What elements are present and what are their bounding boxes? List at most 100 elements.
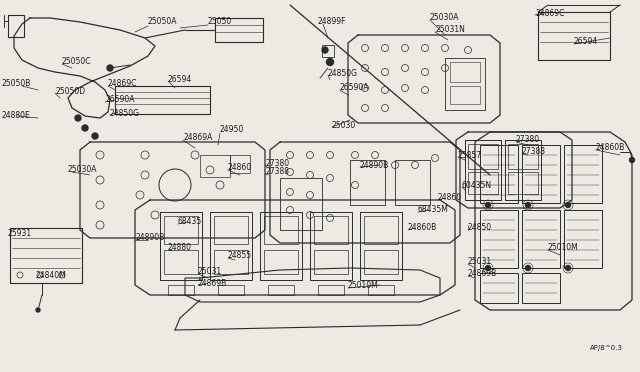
- Text: 25030A: 25030A: [430, 13, 460, 22]
- Text: 25857: 25857: [458, 151, 482, 160]
- Bar: [318, 285, 344, 295]
- Text: 24869A: 24869A: [183, 134, 212, 142]
- Bar: [480, 210, 518, 268]
- Text: 27388: 27388: [522, 148, 546, 157]
- Text: 25031: 25031: [468, 257, 492, 266]
- Circle shape: [36, 308, 40, 312]
- Bar: [160, 212, 202, 280]
- Text: 24860: 24860: [438, 193, 462, 202]
- Text: 25050A: 25050A: [148, 17, 177, 26]
- Bar: [310, 212, 352, 280]
- Circle shape: [107, 65, 113, 71]
- Text: 24950: 24950: [220, 125, 244, 135]
- Circle shape: [75, 115, 81, 121]
- Bar: [314, 250, 348, 274]
- Bar: [538, 12, 610, 60]
- Text: 60435N: 60435N: [462, 180, 492, 189]
- Text: 27388: 27388: [265, 167, 289, 176]
- Bar: [480, 273, 518, 303]
- Text: 24899F: 24899F: [318, 17, 346, 26]
- Text: 68435: 68435: [178, 218, 202, 227]
- Text: 24850: 24850: [468, 224, 492, 232]
- Bar: [264, 216, 298, 244]
- Text: 25050: 25050: [208, 17, 232, 26]
- Bar: [522, 145, 560, 203]
- Bar: [450, 86, 480, 104]
- Circle shape: [82, 125, 88, 131]
- Bar: [215, 18, 263, 42]
- Bar: [364, 250, 398, 274]
- Text: 25031: 25031: [198, 267, 222, 276]
- Bar: [200, 155, 230, 177]
- Bar: [164, 250, 198, 274]
- Bar: [8, 15, 24, 37]
- Bar: [322, 45, 334, 57]
- Text: 24840M: 24840M: [35, 270, 66, 279]
- Bar: [522, 210, 560, 268]
- Text: 24855: 24855: [228, 251, 252, 260]
- Text: 25010M: 25010M: [348, 280, 379, 289]
- Text: 24869C: 24869C: [108, 80, 138, 89]
- Text: 24850G: 24850G: [110, 109, 140, 118]
- Text: 24869C: 24869C: [535, 9, 564, 17]
- Bar: [115, 86, 210, 114]
- Bar: [465, 140, 501, 200]
- Text: 25031N: 25031N: [435, 26, 465, 35]
- Bar: [214, 216, 248, 244]
- Text: 24860: 24860: [228, 164, 252, 173]
- Text: 25030: 25030: [332, 121, 356, 129]
- Circle shape: [486, 202, 490, 208]
- Text: 24880: 24880: [168, 244, 192, 253]
- Text: 24869B: 24869B: [198, 279, 227, 288]
- Bar: [264, 250, 298, 274]
- Bar: [508, 144, 538, 169]
- Text: 27380: 27380: [265, 158, 289, 167]
- Bar: [468, 144, 498, 169]
- Bar: [445, 58, 485, 110]
- Text: 26594: 26594: [168, 74, 192, 83]
- Text: 25050C: 25050C: [62, 58, 92, 67]
- Bar: [360, 212, 402, 280]
- Text: 24890B: 24890B: [360, 160, 389, 170]
- Text: 24869B: 24869B: [468, 269, 497, 279]
- Bar: [218, 285, 244, 295]
- Bar: [450, 62, 480, 82]
- Bar: [210, 212, 252, 280]
- Text: 25050B: 25050B: [2, 80, 31, 89]
- Bar: [368, 285, 394, 295]
- Circle shape: [486, 266, 490, 270]
- Text: 24890B: 24890B: [135, 234, 164, 243]
- Bar: [505, 140, 541, 200]
- Circle shape: [630, 157, 634, 163]
- Bar: [168, 285, 194, 295]
- Circle shape: [566, 266, 570, 270]
- Circle shape: [525, 266, 531, 270]
- Text: AP/8^0.3: AP/8^0.3: [590, 345, 623, 351]
- Bar: [10, 228, 82, 283]
- Bar: [280, 178, 322, 230]
- Bar: [468, 172, 498, 194]
- Text: 25010M: 25010M: [548, 244, 579, 253]
- Bar: [564, 210, 602, 268]
- Circle shape: [92, 133, 98, 139]
- Circle shape: [326, 58, 333, 65]
- Text: 26594: 26594: [574, 38, 598, 46]
- Bar: [164, 216, 198, 244]
- Text: 27380: 27380: [516, 135, 540, 144]
- Bar: [260, 212, 302, 280]
- Text: 24880E: 24880E: [2, 110, 31, 119]
- Bar: [314, 216, 348, 244]
- Bar: [522, 273, 560, 303]
- Text: 26590A: 26590A: [340, 83, 369, 93]
- Bar: [230, 155, 250, 173]
- Text: 24850G: 24850G: [328, 68, 358, 77]
- Bar: [508, 172, 538, 194]
- Text: 68435M: 68435M: [418, 205, 449, 215]
- Text: 24860B: 24860B: [408, 224, 437, 232]
- Bar: [364, 216, 398, 244]
- Circle shape: [566, 202, 570, 208]
- Circle shape: [322, 47, 328, 53]
- Bar: [214, 250, 248, 274]
- Bar: [350, 160, 385, 205]
- Text: 25030A: 25030A: [68, 166, 97, 174]
